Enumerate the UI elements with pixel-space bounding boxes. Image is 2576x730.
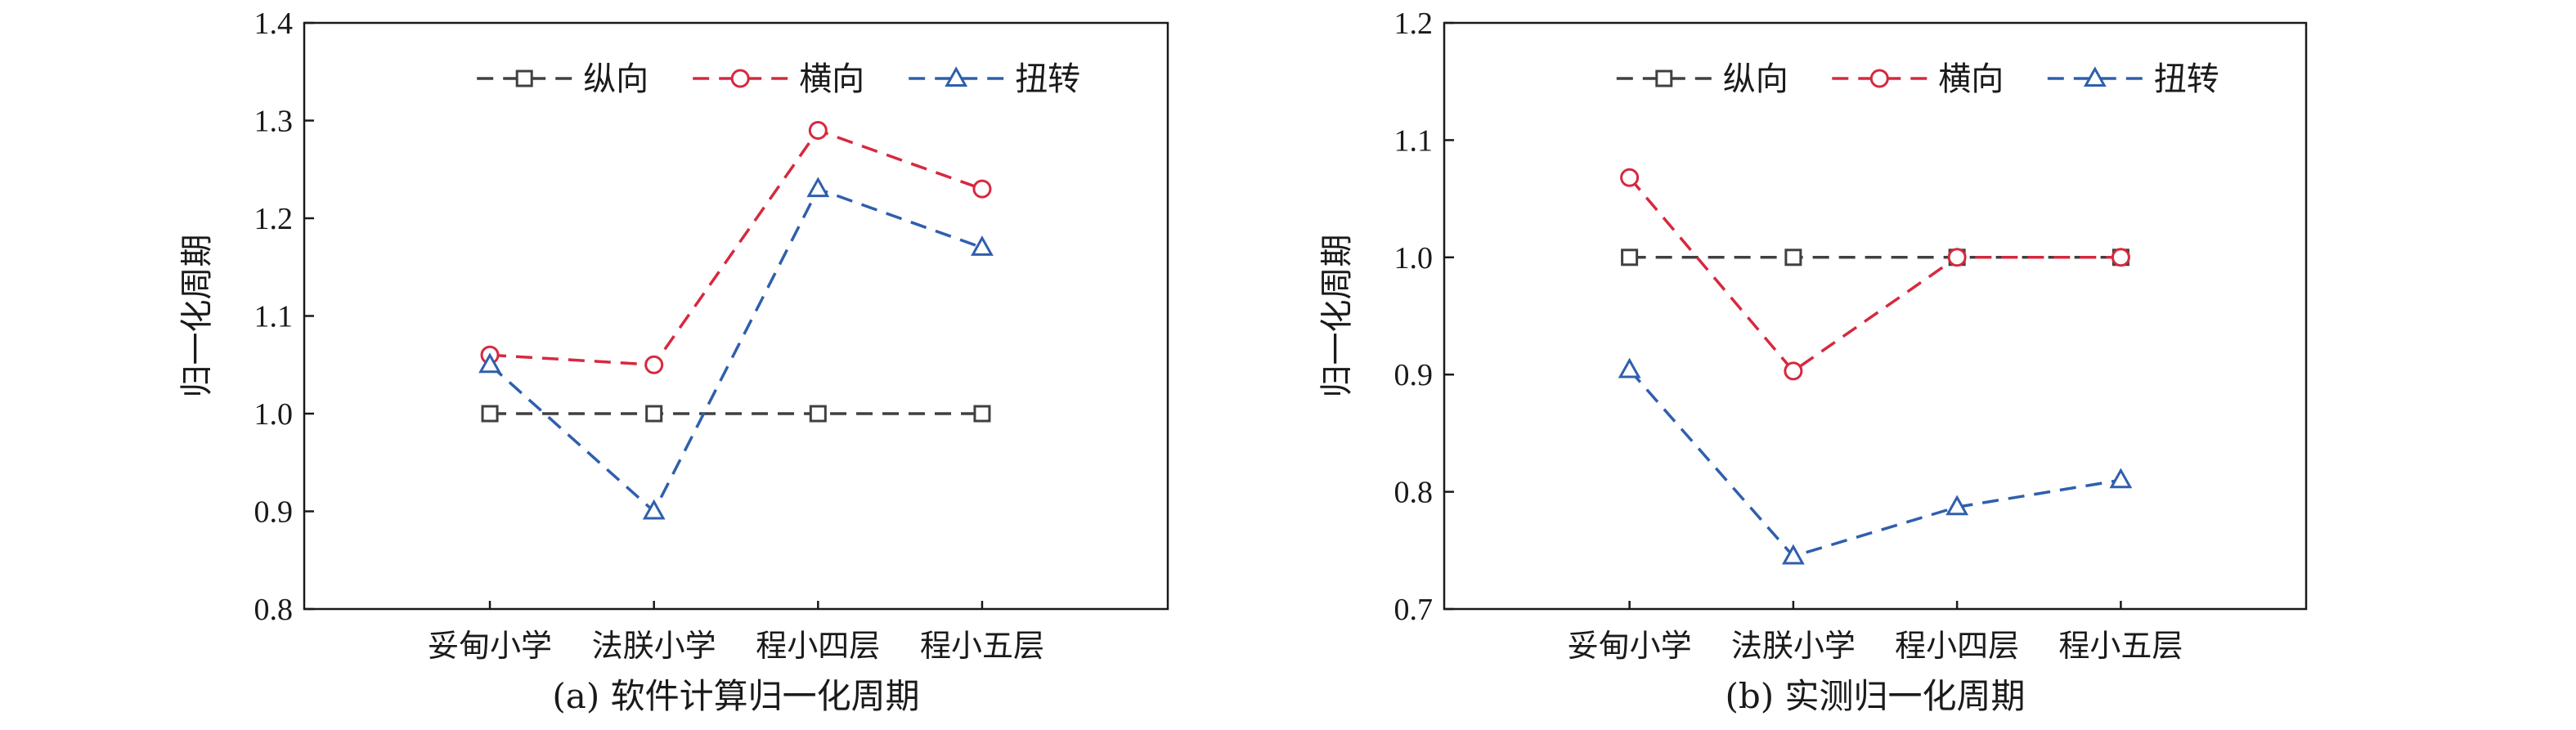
data-point-横向 bbox=[808, 120, 828, 140]
legend-marker bbox=[515, 69, 533, 87]
plot-frame bbox=[1443, 21, 2308, 611]
data-point-横向 bbox=[2111, 248, 2130, 267]
panel-caption: (a) 软件计算归一化周期 bbox=[552, 676, 919, 716]
legend-label: 纵向 bbox=[583, 60, 648, 98]
legend-label: 纵向 bbox=[1723, 60, 1788, 98]
x-tick-label: 妥甸小学 bbox=[428, 628, 552, 664]
y-tick-label: 1.0 bbox=[1394, 241, 1434, 275]
x-tick-label: 程小五层 bbox=[2058, 628, 2183, 664]
y-tick-label: 1.1 bbox=[254, 300, 294, 334]
x-tick-label: 程小五层 bbox=[920, 628, 1044, 664]
legend-marker bbox=[1655, 69, 1673, 87]
series-line-横向 bbox=[489, 128, 983, 367]
y-tick-label: 0.8 bbox=[1394, 476, 1434, 510]
data-point-扭转 bbox=[806, 177, 830, 198]
series-line-扭转 bbox=[488, 186, 983, 514]
y-tick-label: 0.9 bbox=[1394, 358, 1434, 392]
data-point-横向 bbox=[1620, 168, 1640, 187]
data-point-扭转 bbox=[1945, 495, 1969, 516]
y-tick-label: 1.1 bbox=[1394, 123, 1434, 158]
y-tick-label: 0.9 bbox=[254, 495, 294, 530]
y-tick-label: 1.2 bbox=[254, 202, 294, 236]
y-tick-label: 1.4 bbox=[254, 7, 294, 41]
data-point-纵向 bbox=[809, 405, 827, 423]
y-tick-label: 1.3 bbox=[254, 105, 294, 139]
panel-caption: (b) 实测归一化周期 bbox=[1725, 676, 2025, 716]
y-tick-label: 0.7 bbox=[1394, 593, 1434, 627]
plot-frame bbox=[303, 21, 1169, 611]
data-point-横向 bbox=[1947, 248, 1967, 267]
legend-marker bbox=[730, 69, 750, 88]
x-tick-label: 法朕小学 bbox=[592, 628, 716, 664]
series-line-扭转 bbox=[1628, 369, 2121, 558]
y-axis-label: 归一化周期 bbox=[1318, 235, 1356, 398]
data-point-扭转 bbox=[971, 235, 994, 256]
data-point-扭转 bbox=[2109, 468, 2133, 489]
data-point-扭转 bbox=[1618, 357, 1641, 378]
chart-panel-a: 0.8 0.9 1.0 1.1 1.2 1.3 1.4 妥甸小学 法朕小学 程小四层 程小五层 归一化… bbox=[178, 7, 1169, 716]
x-tick-label: 法朕小学 bbox=[1731, 628, 1856, 664]
data-point-横向 bbox=[972, 179, 992, 199]
data-point-横向 bbox=[644, 355, 664, 374]
y-axis-label: 归一化周期 bbox=[178, 235, 216, 398]
y-tick-label: 0.8 bbox=[254, 593, 294, 627]
y-tick-label: 1.2 bbox=[1394, 7, 1434, 41]
data-point-纵向 bbox=[645, 405, 663, 423]
data-point-扭转 bbox=[642, 499, 666, 520]
legend-label: 扭转 bbox=[2154, 60, 2219, 98]
data-point-纵向 bbox=[973, 405, 991, 423]
legend-label: 扭转 bbox=[1015, 60, 1080, 98]
legend-marker bbox=[1869, 69, 1889, 88]
data-point-扭转 bbox=[478, 352, 501, 374]
legend-marker bbox=[945, 66, 968, 87]
legend-marker bbox=[2083, 66, 2107, 87]
data-point-纵向 bbox=[1784, 249, 1802, 266]
x-tick-label: 程小四层 bbox=[756, 628, 880, 664]
x-tick-label: 妥甸小学 bbox=[1568, 628, 1692, 664]
chart-panel-b: 0.7 0.8 0.9 1.0 1.1 1.2 妥甸小学 法朕小学 程小四层 程小五层 归一化周期 (… bbox=[1318, 7, 2308, 716]
legend-label: 横向 bbox=[799, 60, 864, 98]
x-tick-label: 程小四层 bbox=[1895, 628, 2019, 664]
data-point-纵向 bbox=[481, 405, 499, 423]
data-point-扭转 bbox=[1781, 544, 1805, 565]
legend-label: 横向 bbox=[1938, 60, 2004, 98]
y-tick-label: 1.0 bbox=[254, 397, 294, 432]
data-point-横向 bbox=[1784, 361, 1803, 381]
data-point-纵向 bbox=[1621, 249, 1639, 266]
series-line-横向 bbox=[1628, 177, 2121, 374]
